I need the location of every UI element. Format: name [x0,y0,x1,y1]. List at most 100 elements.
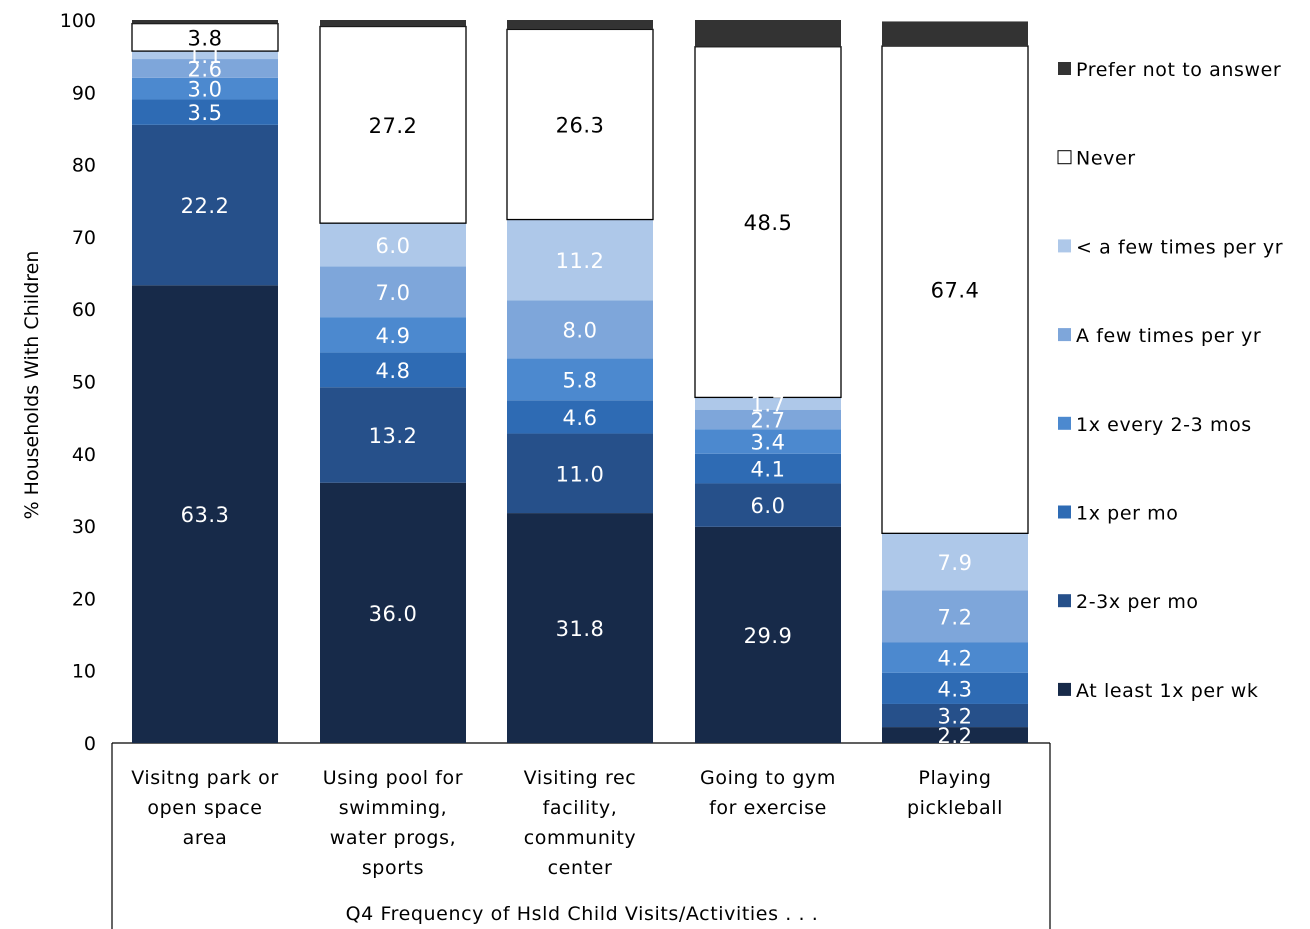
legend-label: < a few times per yr [1076,236,1283,258]
legend-label: Never [1076,148,1136,170]
data-label: 3.8 [188,26,223,50]
bar-segment [694,46,842,399]
y-tick-label: 10 [72,661,96,683]
legend-swatch [1058,62,1071,75]
bar-segment [507,219,653,301]
bar-segment [695,453,841,484]
bar-segment [320,387,466,483]
bar-segment [320,482,466,743]
category-label: Using pool for swimming, water progs, sport… [323,767,463,879]
data-label: 48.5 [744,211,793,235]
bar-segment [506,28,654,221]
bar-segment [695,483,841,527]
bar-segment [132,77,278,100]
data-label: 4.6 [563,406,598,430]
bar-segment [320,20,466,27]
data-label: 6.0 [376,234,411,258]
axes: 0 10 20 30 40 50 60 70 80 90 100 Visitng park or ope… [60,10,1051,929]
y-tick-label: 80 [72,155,96,177]
data-label: 22.2 [181,194,230,218]
legend-label: A few times per yr [1076,325,1261,347]
bar-segment [507,433,653,514]
data-label: 7.9 [938,551,973,575]
data-label: 11.2 [556,249,605,273]
data-label: 4.9 [376,324,411,348]
data-label: 8.0 [563,318,598,342]
data-label: 7.2 [938,605,973,629]
data-label: 6.0 [751,494,786,518]
y-tick-label: 90 [72,82,96,104]
data-label: 29.9 [744,624,793,648]
data-label: 4.8 [376,359,411,383]
data-label: 2.2 [938,724,973,748]
data-labels: 63.3 22.2 3.53.02.61.13.8 36.0 13.2 4.8 4.9 7.0… [181,26,980,748]
data-label: 2.6 [188,57,223,81]
bar-segment [132,59,278,78]
legend-swatch [1058,328,1071,342]
bar-segment [882,642,1028,673]
bar-segment [695,526,841,743]
bar-segment [507,300,653,359]
data-label: 1.1 [188,44,223,68]
data-label: 4.2 [938,647,973,671]
legend-swatch [1058,594,1071,608]
bar-segment [320,317,466,353]
legend-swatch [1058,682,1071,696]
bar-segment [132,99,278,125]
bar-segment [882,21,1028,47]
y-axis-title: % Households With Children [21,251,43,520]
category-label: Going to gym for exercise [700,767,836,819]
bar-segment [882,533,1028,591]
y-tick-label: 0 [84,733,96,755]
bar-segment [881,45,1029,534]
bar-segment [695,429,841,454]
y-tick-label: 30 [72,516,96,538]
legend-swatch [1058,416,1071,430]
y-tick-label: 70 [72,227,96,249]
bar-segment [132,20,278,24]
data-label: 4.3 [938,677,973,701]
y-tick-label: 50 [72,372,96,394]
data-label: 1.7 [751,393,786,417]
legend-label: 1x every 2-3 mos [1076,414,1252,436]
y-tick-label: 40 [72,444,96,466]
bar-segment [132,285,278,743]
category-label: Playing pickleball [907,767,1003,819]
bar-segment [132,51,278,60]
data-label: 2.7 [751,408,786,432]
data-label: 3.2 [938,705,973,729]
bar-segment [695,409,841,430]
bar-segment [319,25,467,224]
category-label: Visiting rec facility, community center [524,767,637,879]
bar-segment [507,20,653,30]
bar-segment [507,400,653,434]
legend-swatch [1058,505,1071,519]
bar-segment [320,266,466,318]
bar-segment [695,397,841,410]
legend-swatch [1058,239,1071,253]
bar-segment [882,672,1028,704]
data-label: 3.0 [188,78,223,102]
legend-label: 1x per mo [1076,503,1179,525]
data-label: 63.3 [181,503,230,527]
bar-segment [882,703,1028,728]
bar-segment [507,513,653,743]
data-label: 67.4 [931,279,980,303]
data-label: 26.3 [556,113,605,137]
bar-segment [132,124,278,286]
bar-segment [131,22,279,52]
data-label: 11.0 [556,462,605,486]
legend-label: Prefer not to answer [1076,59,1281,81]
y-tick-label: 20 [72,588,96,610]
data-label: 36.0 [369,602,418,626]
data-label: 13.2 [369,424,418,448]
bar-segment [882,727,1028,743]
legend-label: 2-3x per mo [1076,591,1199,613]
data-label: 3.5 [188,101,223,125]
data-label: 7.0 [376,281,411,305]
bar-segment [320,223,466,267]
category-label: Visitng park or open space area [131,767,279,849]
legend-label: At least 1x per wk [1076,680,1258,702]
x-axis-title: Q4 Frequency of Hsld Child Visits/Activi… [346,903,819,925]
legend: Prefer not to answer Never < a few times p… [1057,59,1283,702]
